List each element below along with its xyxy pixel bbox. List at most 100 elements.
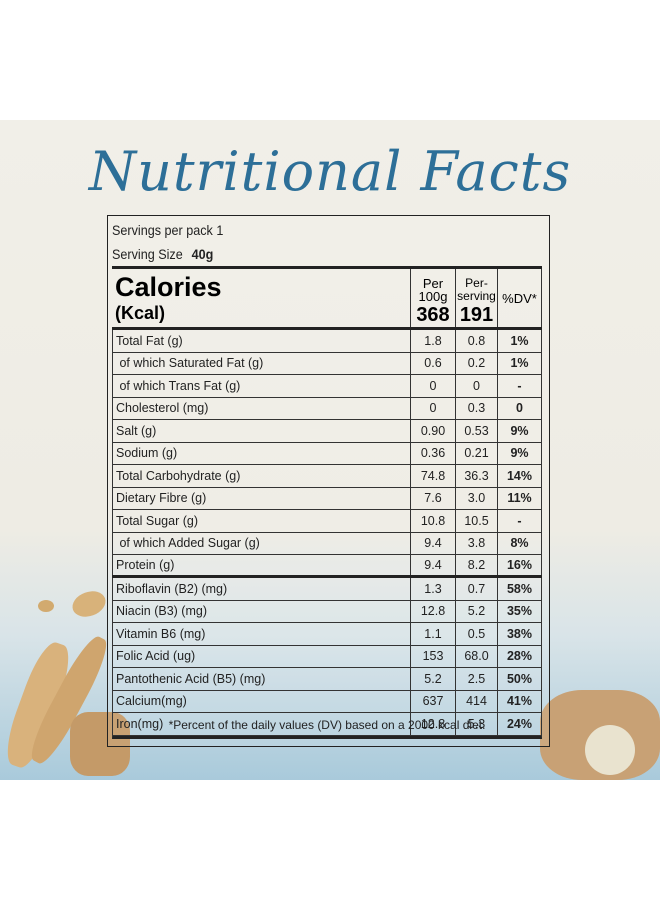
per-100g: 1.1 xyxy=(411,623,456,645)
nutrient-name: Pantothenic Acid (B5) (mg) xyxy=(112,668,411,690)
per-serving: 3.0 xyxy=(456,487,498,509)
nutrient-row: Dietary Fibre (g) 7.6 3.0 11% xyxy=(112,487,542,510)
per-100g: 12.8 xyxy=(411,713,456,735)
per-100g: 153 xyxy=(411,645,456,667)
nutrient-name: Niacin (B3) (mg) xyxy=(112,600,411,622)
daily-value: 38% xyxy=(498,623,542,645)
per-serving: 0.21 xyxy=(456,442,498,464)
per-100g-label: 100g xyxy=(418,289,448,304)
per-100g: 1.8 xyxy=(411,330,456,352)
per-100g: 0.90 xyxy=(411,420,456,442)
per-serving: 36.3 xyxy=(456,465,498,487)
per-100g-cell: Per 100g 368 xyxy=(411,269,456,327)
nutrient-row: Salt (g) 0.90 0.53 9% xyxy=(112,420,542,443)
per-100g-calories: 368 xyxy=(416,304,450,326)
daily-value: 28% xyxy=(498,645,542,667)
per-serving: 0.7 xyxy=(456,578,498,600)
serving-size-value: 40g xyxy=(191,246,214,262)
daily-value: 0 xyxy=(498,397,542,419)
nutrient-name: Cholesterol (mg) xyxy=(112,397,411,419)
nutrient-row: Pantothenic Acid (B5) (mg) 5.2 2.5 50% xyxy=(112,668,542,691)
per-serving: 5.2 xyxy=(456,600,498,622)
per-100g: 1.3 xyxy=(411,578,456,600)
dv-label: %DV* xyxy=(502,290,537,306)
table-body: Total Fat (g) 1.8 0.8 1% of which Saturated… xyxy=(112,330,542,736)
nutrient-name: Salt (g) xyxy=(112,420,411,442)
daily-value: 41% xyxy=(498,690,542,712)
daily-value: 9% xyxy=(498,442,542,464)
nutrient-name: of which Added Sugar (g) xyxy=(112,532,411,554)
nutrient-table: Calories (Kcal) Per 100g 368 Per- servin… xyxy=(112,266,542,736)
nutrient-row: Riboflavin (B2) (mg) 1.3 0.7 58% xyxy=(112,578,542,601)
nutrient-name: Sodium (g) xyxy=(112,442,411,464)
per-serving: 68.0 xyxy=(456,645,498,667)
per-100g: 0.6 xyxy=(411,352,456,374)
flake xyxy=(70,712,130,776)
per-serving-calories: 191 xyxy=(459,304,494,326)
nutrient-name: Folic Acid (ug) xyxy=(112,645,411,667)
nutrient-row: of which Saturated Fat (g) 0.6 0.2 1% xyxy=(112,352,542,375)
daily-value: 58% xyxy=(498,578,542,600)
per-100g: 7.6 xyxy=(411,487,456,509)
daily-value: - xyxy=(498,375,542,397)
per-serving-label: Per- xyxy=(465,276,488,290)
nutrient-row: Total Fat (g) 1.8 0.8 1% xyxy=(112,330,542,353)
daily-value: 9% xyxy=(498,420,542,442)
serving-size-label: Serving Size xyxy=(112,246,183,262)
per-100g: 12.8 xyxy=(411,600,456,622)
calories-label: Calories xyxy=(115,272,222,302)
nutrient-row: Total Sugar (g) 10.8 10.5- xyxy=(112,510,542,533)
footnote: *Percent of the daily values (DV) based … xyxy=(112,713,542,739)
nutrient-name: Dietary Fibre (g) xyxy=(112,487,411,509)
per-serving: 0.8 xyxy=(456,330,498,352)
per-100g: 0 xyxy=(411,375,456,397)
nutrient-row: Vitamin B6 (mg) 1.1 0.5 38% xyxy=(112,623,542,646)
title: Nutritional Facts xyxy=(88,140,572,203)
daily-value: 50% xyxy=(498,668,542,690)
nutrient-row: Calcium(mg) 637 414 41% xyxy=(112,690,542,713)
daily-value: 35% xyxy=(498,600,542,622)
nutrient-row: Niacin (B3) (mg) 12.8 5.2 35% xyxy=(112,600,542,623)
daily-value: 1% xyxy=(498,330,542,352)
per-100g: 10.8 xyxy=(411,510,456,532)
daily-value: - xyxy=(498,510,542,532)
nutrient-name: Total Fat (g) xyxy=(112,330,411,352)
per-serving: 8.2 xyxy=(456,555,498,575)
servings-per-pack: Servings per pack 1 xyxy=(112,222,224,238)
per-serving: 2.5 xyxy=(456,668,498,690)
oat-flake xyxy=(38,600,54,612)
per-100g: 9.4 xyxy=(411,532,456,554)
per-serving: 10.5 xyxy=(456,510,498,532)
per-100g-label: Per xyxy=(422,276,444,291)
background xyxy=(0,120,660,780)
nutrient-row: Folic Acid (ug) 153 68.0 28% xyxy=(112,645,542,668)
nutrient-row: of which Trans Fat (g) 0 0- xyxy=(112,375,542,398)
per-serving-cell: Per- serving 191 xyxy=(456,269,498,327)
nutrient-name: Total Sugar (g) xyxy=(112,510,411,532)
table-header: Calories (Kcal) Per 100g 368 Per- servin… xyxy=(112,269,542,330)
per-serving: 0 xyxy=(456,375,498,397)
daily-value: 1% xyxy=(498,352,542,374)
serving-size: Serving Size 40g xyxy=(112,246,213,262)
nutrient-row: Total Carbohydrate (g) 74.8 36.3 14% xyxy=(112,465,542,488)
per-serving: 3.8 xyxy=(456,532,498,554)
per-100g: 0 xyxy=(411,397,456,419)
per-serving: 5.3 xyxy=(456,713,498,735)
nutrient-row: Protein (g) 9.4 8.2 16% xyxy=(112,555,542,578)
calories-cell: Calories (Kcal) xyxy=(112,269,411,327)
per-serving-label: serving xyxy=(457,289,496,303)
per-100g: 0.36 xyxy=(411,442,456,464)
per-serving: 0.53 xyxy=(456,420,498,442)
nutrient-name: Protein (g) xyxy=(112,555,411,575)
nutrient-name: of which Saturated Fat (g) xyxy=(112,352,411,374)
per-100g: 637 xyxy=(411,690,456,712)
per-serving: 0.5 xyxy=(456,623,498,645)
nutrient-row: of which Added Sugar (g) 9.4 3.8 8% xyxy=(112,532,542,555)
daily-value: 8% xyxy=(498,532,542,554)
nutrient-name: Riboflavin (B2) (mg) xyxy=(112,578,411,600)
dv-cell: %DV* xyxy=(498,269,542,327)
nutrient-name: Total Carbohydrate (g) xyxy=(112,465,411,487)
per-serving: 0.2 xyxy=(456,352,498,374)
nutrient-row: Sodium (g) 0.36 0.21 9% xyxy=(112,442,542,465)
